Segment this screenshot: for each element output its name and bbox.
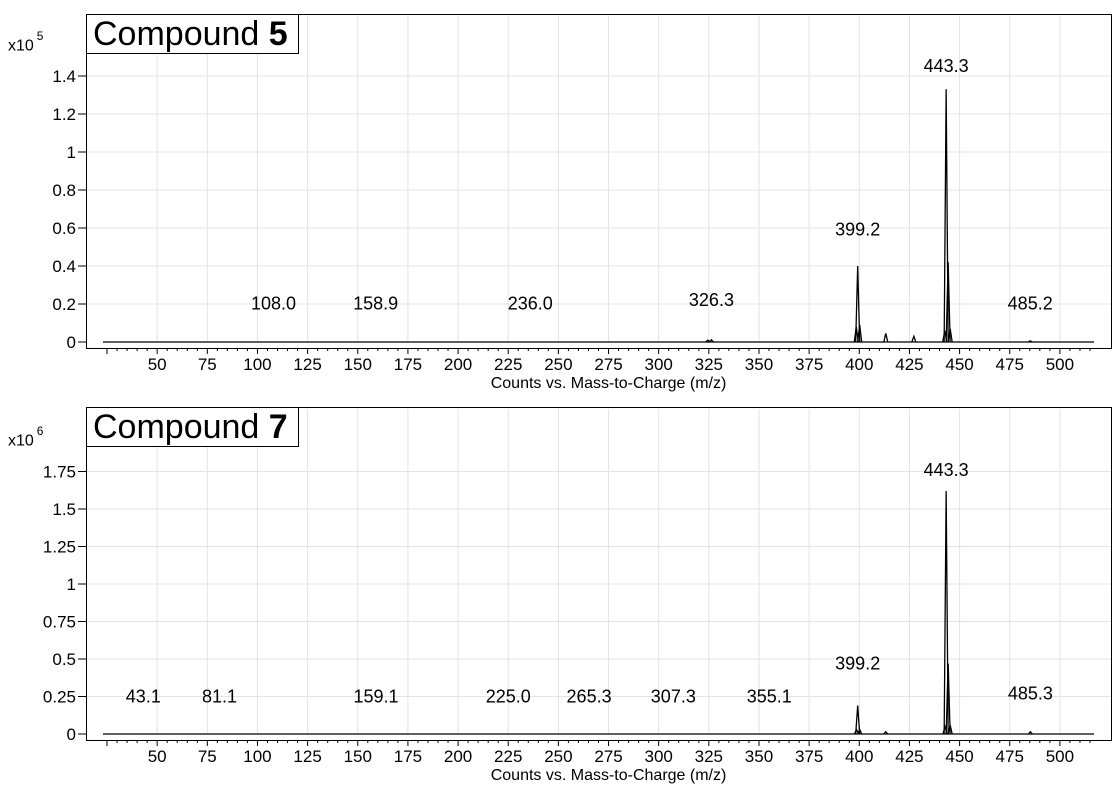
x-tick-label: 450	[945, 355, 973, 374]
chart-title: Compound 5	[86, 14, 299, 54]
x-tick-label: 400	[845, 747, 873, 766]
x-tick-label: 50	[148, 355, 167, 374]
spectrum-peak	[945, 663, 951, 735]
x-tick-label: 50	[148, 747, 167, 766]
peak-annotation: 159.1	[354, 687, 399, 707]
y-tick-label: 0	[67, 333, 76, 352]
peak-annotation: 43.1	[126, 687, 161, 707]
y-tick-label: 0.25	[43, 688, 76, 707]
y-tick-label: 1.75	[43, 463, 76, 482]
x-tick-label: 475	[996, 355, 1024, 374]
x-tick-label: 100	[243, 747, 271, 766]
y-tick-label: 1.5	[52, 500, 76, 519]
peak-annotation: 485.2	[1008, 294, 1053, 314]
y-tick-label: 1	[67, 575, 76, 594]
x-tick-label: 325	[695, 747, 723, 766]
spectrum-peak	[1027, 340, 1033, 343]
spectrum-peak	[855, 705, 861, 735]
x-tick-label: 375	[795, 747, 823, 766]
x-axis-label: Counts vs. Mass-to-Charge (m/z)	[491, 375, 727, 392]
spectrum-peak	[947, 328, 953, 343]
spectrum-peak	[943, 89, 949, 343]
peak-annotation: 399.2	[835, 654, 880, 674]
spectrum-peak	[947, 724, 953, 735]
x-tick-label: 300	[644, 747, 672, 766]
y-tick-label: 0	[67, 725, 76, 744]
spectrum-peak	[857, 727, 863, 735]
x-tick-label: 125	[293, 747, 321, 766]
y-tick-label: 1.2	[52, 105, 76, 124]
y-tick-label: 0.75	[43, 613, 76, 632]
y-tick-label: 1.4	[52, 67, 76, 86]
x-tick-label: 200	[444, 747, 472, 766]
y-tick-label: 0.8	[52, 181, 76, 200]
x-tick-label: 75	[198, 747, 217, 766]
x-tick-label: 100	[243, 355, 271, 374]
x-tick-label: 175	[394, 747, 422, 766]
peak-annotation: 307.3	[651, 687, 696, 707]
peak-annotation: 158.9	[353, 294, 398, 314]
y-tick-label: 0.4	[52, 257, 76, 276]
x-tick-label: 250	[544, 747, 572, 766]
y-tick-label: 0.6	[52, 219, 76, 238]
y-scale-factor: x106	[8, 424, 44, 450]
x-tick-label: 375	[795, 355, 823, 374]
y-tick-label: 1.25	[43, 538, 76, 557]
x-axis-label: Counts vs. Mass-to-Charge (m/z)	[491, 767, 727, 784]
x-tick-label: 150	[344, 355, 372, 374]
x-tick-label: 500	[1046, 747, 1074, 766]
x-tick-label: 450	[945, 747, 973, 766]
x-tick-label: 325	[695, 355, 723, 374]
spectrum-peak	[708, 338, 714, 343]
spectrum-peak	[883, 333, 889, 343]
spectrum-peak	[883, 730, 889, 735]
x-tick-label: 275	[594, 355, 622, 374]
y-tick-label: 1	[67, 143, 76, 162]
x-tick-label: 300	[644, 355, 672, 374]
x-tick-label: 475	[996, 747, 1024, 766]
peak-annotation: 81.1	[202, 687, 237, 707]
mass-spectrum-chart: 0 0.2 0.4 0.6 0.8 1 1.2 1.4 50 75 100 125 150 175 200 2…	[52, 14, 1112, 392]
peak-annotation: 443.3	[924, 460, 969, 480]
spectrum-peak	[911, 334, 917, 343]
mass-spectrum-chart: 0 0.25 0.5 0.75 1 1.25 1.5 1.75 50 75 100 125 150 175…	[43, 407, 1112, 784]
spectrum-peak	[943, 490, 949, 735]
x-tick-label: 425	[895, 355, 923, 374]
x-tick-label: 150	[344, 747, 372, 766]
x-tick-label: 350	[745, 355, 773, 374]
x-tick-label: 225	[494, 747, 522, 766]
x-tick-label: 350	[745, 747, 773, 766]
peak-annotation: 326.3	[689, 290, 734, 310]
x-tick-label: 500	[1046, 355, 1074, 374]
x-tick-label: 400	[845, 355, 873, 374]
chart-title: Compound 7	[86, 407, 299, 447]
y-tick-label: 0.5	[52, 650, 76, 669]
peak-annotation: 265.3	[567, 687, 612, 707]
spectrum-peak	[1027, 730, 1033, 735]
x-tick-label: 75	[198, 355, 217, 374]
x-tick-label: 275	[594, 747, 622, 766]
y-tick-label: 0.2	[52, 295, 76, 314]
spectrum-peak	[855, 265, 861, 343]
peak-annotation: 399.2	[835, 220, 880, 240]
peak-annotation: 225.0	[486, 687, 531, 707]
spectrum-panel-compound-7: 0 0.25 0.5 0.75 1 1.25 1.5 1.75 50 75 100 125 150 175…	[0, 398, 1112, 787]
y-scale-factor: x105	[8, 29, 44, 55]
x-tick-label: 250	[544, 355, 572, 374]
peak-annotation: 443.3	[924, 56, 969, 76]
x-tick-label: 225	[494, 355, 522, 374]
peak-annotation: 108.0	[251, 294, 296, 314]
x-tick-label: 200	[444, 355, 472, 374]
spectrum-peak	[945, 262, 951, 343]
x-tick-label: 175	[394, 355, 422, 374]
spectrum-panel-compound-5: 0 0.2 0.4 0.6 0.8 1 1.2 1.4 50 75 100 125 150 175 200 2…	[8, 14, 1112, 392]
peak-annotation: 236.0	[508, 294, 553, 314]
spectrum-peak	[857, 324, 863, 343]
x-tick-label: 125	[293, 355, 321, 374]
peak-annotation: 485.3	[1008, 684, 1053, 704]
peak-annotation: 355.1	[747, 687, 792, 707]
x-tick-label: 425	[895, 747, 923, 766]
